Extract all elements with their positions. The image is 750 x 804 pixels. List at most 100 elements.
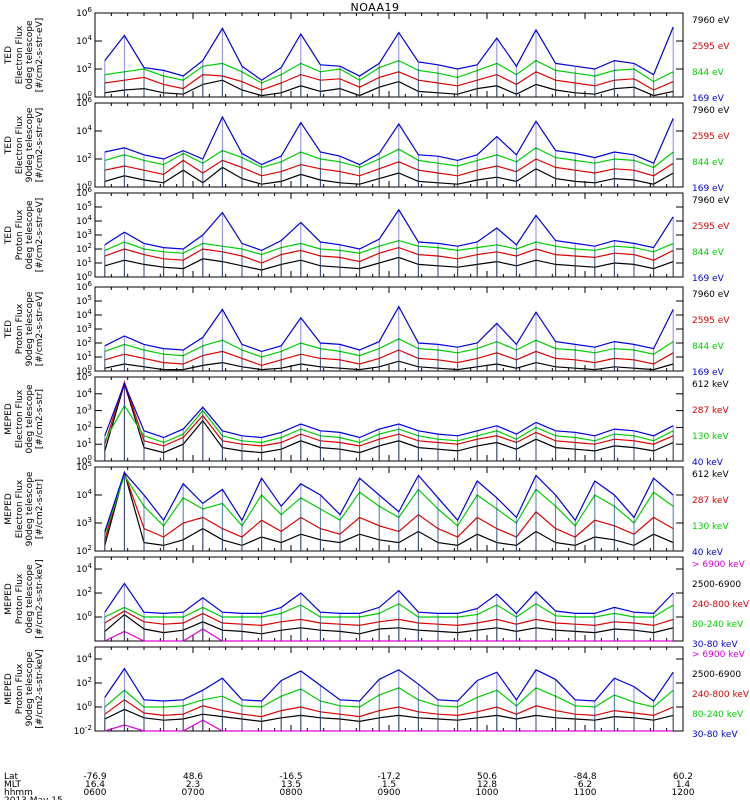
- y-axis-label: 90deg telescope: [25, 651, 35, 726]
- legend-entry: 169 eV: [692, 274, 725, 284]
- legend-entry: 130 keV: [692, 432, 729, 442]
- y-tick-label: 104: [76, 214, 92, 227]
- series-line: [104, 613, 674, 635]
- footer-row-label: hhmm: [4, 788, 33, 798]
- series-line: [104, 699, 674, 718]
- footer-time-value: 1100: [574, 788, 597, 798]
- y-axis-label: 90deg telescope: [25, 107, 35, 182]
- legend-entry: 240-800 keV: [692, 600, 750, 610]
- y-tick-label: 100: [76, 270, 92, 283]
- footer-time-value: 1200: [672, 788, 695, 798]
- y-tick-label: 10-2: [74, 724, 92, 737]
- legend-entry: 2595 eV: [692, 132, 730, 142]
- footer-lat-value: 60.2: [673, 772, 693, 782]
- legend-entry: 844 eV: [692, 68, 725, 78]
- y-axis-label: Electron Flux: [15, 389, 25, 448]
- y-axis-label: 0deg telescope: [25, 564, 35, 634]
- legend-entry: 844 eV: [692, 342, 725, 352]
- panel-2: 100 102 104 106 TED Electron Flux 90deg telesc…: [4, 96, 730, 194]
- y-tick-label: 105: [76, 200, 92, 213]
- series-line: [104, 470, 674, 547]
- footer-date: 2013 May 15: [4, 796, 63, 800]
- y-axis-label: 90deg telescope: [25, 471, 35, 546]
- figure-title: NOAA19: [350, 1, 400, 14]
- legend-entry: 80-240 keV: [692, 620, 744, 630]
- legend-entry: 287 keV: [692, 406, 729, 416]
- instrument-label: MEPED: [4, 673, 14, 705]
- y-tick-label: 100: [76, 700, 92, 713]
- footer-lat-value: -16.5: [279, 772, 302, 782]
- y-axis-label: [#/cm2-s-str]: [35, 389, 45, 449]
- legend-entry: 169 eV: [692, 94, 725, 104]
- footer-time-value: 1000: [476, 788, 499, 798]
- y-axis-label: [#/cm2-s-str-eV]: [35, 108, 45, 183]
- instrument-label: TED: [4, 320, 14, 339]
- y-tick-label: 106: [76, 280, 92, 293]
- y-tick-label: 105: [76, 370, 92, 383]
- legend-entry: 40 keV: [692, 458, 724, 468]
- legend-entry: 287 keV: [692, 496, 729, 506]
- y-axis-label: Proton Flux: [15, 573, 25, 624]
- legend-entry: 169 eV: [692, 368, 725, 378]
- series-line: [104, 687, 674, 708]
- y-axis-label: 0deg telescope: [25, 20, 35, 90]
- legend-entry: 7960 eV: [692, 196, 730, 206]
- y-tick-label: 103: [76, 322, 92, 335]
- y-tick-label: 104: [76, 34, 92, 47]
- y-axis-label: 90deg telescope: [25, 291, 35, 366]
- footer-mlt-value: 1.4: [676, 780, 691, 790]
- y-tick-label: 103: [76, 404, 92, 417]
- y-axis-label: [#/cm2-s-str-eV]: [35, 18, 45, 93]
- y-tick-label: 102: [76, 62, 92, 75]
- series-line: [104, 208, 674, 252]
- footer-mlt-value: 13.5: [281, 780, 301, 790]
- series-line: [104, 603, 674, 618]
- footer-mlt-value: 16.4: [85, 780, 105, 790]
- footer-row-label: MLT: [4, 780, 22, 790]
- legend-entry: 612 keV: [692, 470, 729, 480]
- series-line: [104, 382, 674, 439]
- y-tick-label: 104: [76, 562, 92, 575]
- y-axis-label: Electron Flux: [15, 25, 25, 84]
- legend-entry: > 6900 keV: [692, 650, 746, 660]
- instrument-label: MEPED: [4, 493, 14, 525]
- y-tick-label: 100: [76, 180, 92, 193]
- footer-mlt-value: 2.3: [186, 780, 200, 790]
- series-line: [104, 71, 674, 91]
- y-tick-label: 104: [76, 387, 92, 400]
- series-line: [104, 79, 674, 97]
- series-line: [104, 349, 674, 367]
- series-line: [104, 305, 674, 353]
- footer-mlt-value: 12.8: [477, 780, 497, 790]
- series-line: [104, 667, 674, 702]
- y-axis-label: [#/cm2-s-str-eV]: [35, 292, 45, 367]
- y-tick-label: 100: [76, 90, 92, 103]
- series-line: [104, 338, 674, 358]
- y-axis-label: [#/cm2-s-str-keV]: [35, 649, 45, 728]
- y-tick-label: 101: [76, 350, 92, 363]
- series-line: [104, 381, 674, 454]
- y-axis-label: Proton Flux: [15, 663, 25, 714]
- legend-entry: 7960 eV: [692, 290, 730, 300]
- y-tick-label: 103: [76, 516, 92, 529]
- y-tick-label: 102: [76, 420, 92, 433]
- y-tick-label: 104: [76, 488, 92, 501]
- panel-7: 100 102 104 MEPED Proton Flux 0deg telescope[…: [4, 556, 750, 650]
- y-tick-label: 106: [76, 96, 92, 109]
- y-axis-label: [#/cm2-s-str]: [35, 479, 45, 539]
- y-axis-label: Electron Flux: [15, 115, 25, 174]
- footer-lat-value: -84.8: [573, 772, 597, 782]
- legend-entry: 844 eV: [692, 248, 725, 258]
- series-line: [104, 115, 674, 166]
- footer-lat-value: 48.6: [183, 772, 203, 782]
- y-tick-label: 100: [76, 364, 92, 377]
- y-tick-label: 106: [76, 186, 92, 199]
- panel-8: 10-2 100 102 104 MEPED Proton Flux 90deg teles…: [4, 646, 750, 740]
- y-axis-label: Proton Flux: [15, 303, 25, 354]
- series-line: [104, 246, 674, 264]
- y-tick-label: 104: [76, 308, 92, 321]
- y-tick-label: 105: [76, 294, 92, 307]
